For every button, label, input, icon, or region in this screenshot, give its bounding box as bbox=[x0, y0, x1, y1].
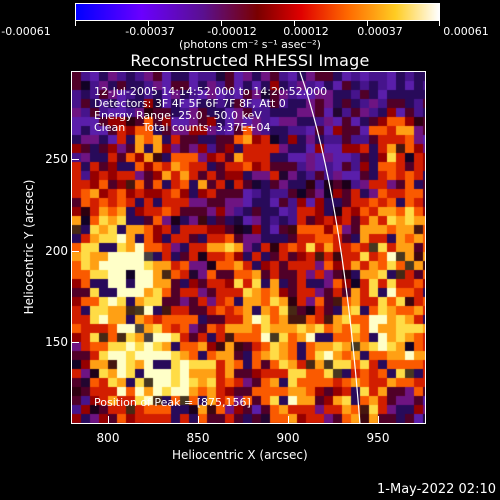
y-tick-label: 150 bbox=[45, 335, 68, 349]
y-axis-label: Heliocentric Y (arcsec) bbox=[22, 179, 36, 315]
x-axis-label: Heliocentric X (arcsec) bbox=[172, 448, 308, 462]
intensity-map bbox=[72, 72, 426, 424]
colorbar bbox=[75, 3, 440, 21]
annotation-line: 12-Jul-2005 14:14:52.000 to 14:20:52.000 bbox=[94, 85, 328, 98]
colorbar-tick-marks bbox=[75, 20, 440, 26]
colorbar-tick-label: -0.00061 bbox=[1, 25, 51, 38]
colorbar-tick-label: 0.00012 bbox=[283, 25, 329, 38]
annotation-line: Clean Total counts: 3.37E+04 bbox=[94, 121, 271, 134]
x-axis-ticks bbox=[72, 416, 426, 424]
x-tick-label: 800 bbox=[96, 431, 120, 445]
solar-limb bbox=[299, 72, 361, 424]
render-timestamp: 1-May-2022 02:10 bbox=[377, 482, 496, 497]
annotation-line: Detectors: 3F 4F 5F 6F 7F 8F, Att 0 bbox=[94, 97, 286, 110]
y-tick-label: 200 bbox=[45, 244, 68, 258]
colorbar-tick-label: 0.00061 bbox=[443, 25, 489, 38]
plot-title: Reconstructed RHESSI Image bbox=[130, 51, 370, 70]
plot-frame bbox=[71, 71, 426, 424]
y-axis-ticks bbox=[72, 72, 80, 424]
x-tick-label: 850 bbox=[186, 431, 210, 445]
colorbar-units: (photons cm⁻² s⁻¹ asec⁻²) bbox=[179, 38, 321, 51]
annotation-line: Energy Range: 25.0 - 50.0 keV bbox=[94, 109, 262, 122]
colorbar-tick-label: 0.00037 bbox=[357, 25, 403, 38]
x-tick-label: 950 bbox=[366, 431, 390, 445]
colorbar-tick-label: -0.00037 bbox=[125, 25, 175, 38]
colorbar-tick-label: -0.00012 bbox=[207, 25, 257, 38]
rhessi-image: 12-Jul-2005 14:14:52.000 to 14:20:52.000… bbox=[72, 72, 426, 424]
y-tick-label: 250 bbox=[45, 152, 68, 166]
x-tick-label: 900 bbox=[276, 431, 300, 445]
peak-position: Position of Peak = [875,156] bbox=[94, 396, 251, 409]
